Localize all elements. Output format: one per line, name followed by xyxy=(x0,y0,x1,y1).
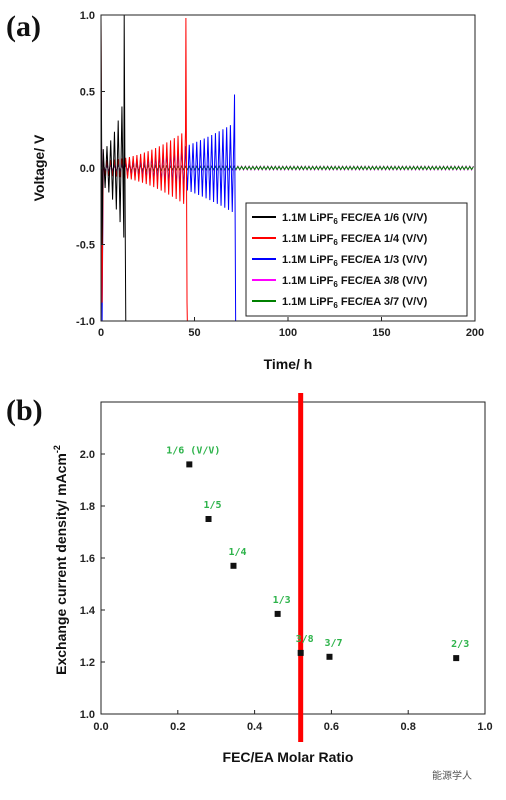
panel-a-y-tick-label: 0.0 xyxy=(80,163,95,175)
panel-a-x-tick-label: 0 xyxy=(98,327,104,339)
panel-b-points: 1/6 (V/V) 1/5 1/4 1/3 3/8 3/7 2/3 xyxy=(166,393,469,742)
panel-b-point-label: 3/7 xyxy=(324,638,342,649)
legend-name: FEC/EA 1/4 (V/V) xyxy=(338,233,428,245)
panel-b-y-axis-title-main: Exchange current density/ mAcm xyxy=(53,453,69,675)
panel-b-x-tick-label: 0.4 xyxy=(247,721,263,733)
panel-b-point-label: 1/4 xyxy=(228,547,246,558)
panel-b-y-tick-label: 2.0 xyxy=(80,449,95,461)
panel-b-label: (b) xyxy=(6,394,43,427)
panel-b-x-tick-label: 0.6 xyxy=(324,721,339,733)
panel-a-y-tick-label: 1.0 xyxy=(80,10,95,22)
legend-subscript: 6 xyxy=(333,259,338,268)
panel-b-x-axis-title: FEC/EA Molar Ratio xyxy=(223,749,354,765)
panel-a-y-tick-label: -0.5 xyxy=(76,240,95,252)
panel-b-x-tick-label: 0.2 xyxy=(170,721,185,733)
panel-b-y-tick-label: 1.6 xyxy=(80,553,95,565)
panel-a-x-axis-title: Time/ h xyxy=(264,356,313,372)
panel-b-data-point xyxy=(274,610,281,617)
legend-subscript: 6 xyxy=(333,238,338,247)
panel-b-scatter-chart: (b) Exchange current density/ mAcm-2 FEC… xyxy=(6,393,493,765)
panel-b-x-tick-label: 0.8 xyxy=(401,721,416,733)
panel-a-label: (a) xyxy=(6,10,41,43)
panel-a-series-line xyxy=(101,18,188,321)
panel-b-ticks: 0.0 0.2 0.4 0.6 0.8 1.0 1.0 1.2 1.4 1.6 1.8 2.0 xyxy=(80,449,493,733)
panel-a-voltage-chart: (a) Voltage/ V Time/ h 0 50 100 150 200 -1.0 -… xyxy=(6,10,484,372)
panel-b-y-tick-label: 1.8 xyxy=(80,501,95,513)
panel-a-series-group xyxy=(101,15,474,321)
panel-a-legend-entry: 1.1M LiPF6 FEC/EA 1/3 (V/V) xyxy=(282,254,428,268)
panel-b-point-label: 1/5 xyxy=(203,500,221,511)
panel-b-y-tick-label: 1.4 xyxy=(80,605,96,617)
panel-b-y-axis-title: Exchange current density/ mAcm-2 xyxy=(52,445,69,675)
panel-b-y-tick-label: 1.2 xyxy=(80,657,95,669)
panel-a-x-tick-label: 50 xyxy=(188,327,200,339)
watermark: 能源学人 xyxy=(432,769,472,782)
legend-subscript: 6 xyxy=(333,217,338,226)
panel-a-y-axis-title: Voltage/ V xyxy=(31,134,47,201)
legend-prefix: 1.1M LiPF xyxy=(282,233,334,245)
panel-a-legend-entry: 1.1M LiPF6 FEC/EA 3/7 (V/V) xyxy=(282,296,428,310)
panel-b-point-label: 3/8 xyxy=(296,634,314,645)
panel-a-series-line xyxy=(101,106,474,207)
legend-prefix: 1.1M LiPF xyxy=(282,275,334,287)
panel-b-data-point xyxy=(205,516,212,522)
panel-a-ticks: 0 50 100 150 200 -1.0 -0.5 0.0 0.5 1.0 xyxy=(76,10,484,339)
panel-b-y-tick-label: 1.0 xyxy=(80,709,95,721)
panel-a-x-tick-label: 150 xyxy=(372,327,390,339)
legend-name: FEC/EA 3/7 (V/V) xyxy=(338,296,428,308)
panel-a-x-tick-label: 200 xyxy=(466,327,484,339)
panel-a-legend-box xyxy=(245,202,468,317)
legend-prefix: 1.1M LiPF xyxy=(282,296,334,308)
panel-b-data-point xyxy=(326,653,333,660)
panel-b-point-label: 1/3 xyxy=(273,595,291,606)
panel-a-x-tick-label: 100 xyxy=(279,327,297,339)
panel-b-data-point xyxy=(453,655,460,662)
legend-prefix: 1.1M LiPF xyxy=(282,254,334,266)
panel-a-legend-entry: 1.1M LiPF6 FEC/EA 1/6 (V/V) xyxy=(282,212,428,226)
panel-a-legend: 1.1M LiPF6 FEC/EA 1/6 (V/V)1.1M LiPF6 FE… xyxy=(245,202,468,317)
panel-b-data-point xyxy=(297,649,304,656)
legend-prefix: 1.1M LiPF xyxy=(282,212,334,224)
panel-b-point-label: 1/6 (V/V) xyxy=(166,445,220,456)
panel-a-legend-entry: 1.1M LiPF6 FEC/EA 3/8 (V/V) xyxy=(282,275,428,289)
panel-b-point-label: 2/3 xyxy=(451,639,469,650)
panel-b-plot-frame xyxy=(100,401,486,715)
panel-b-x-tick-label: 1.0 xyxy=(477,721,492,733)
legend-name: FEC/EA 1/3 (V/V) xyxy=(338,254,428,266)
panel-b-data-point xyxy=(230,562,237,569)
panel-a-legend-entry: 1.1M LiPF6 FEC/EA 1/4 (V/V) xyxy=(282,233,428,247)
legend-subscript: 6 xyxy=(333,280,338,289)
legend-subscript: 6 xyxy=(333,301,338,310)
legend-name: FEC/EA 1/6 (V/V) xyxy=(338,212,428,224)
panel-a-series-line xyxy=(101,15,127,321)
panel-b-data-point xyxy=(186,461,193,468)
legend-name: FEC/EA 3/8 (V/V) xyxy=(338,275,428,287)
panel-a-y-tick-label: 0.5 xyxy=(80,87,95,99)
panel-b-y-axis-title-superscript: -2 xyxy=(52,445,62,453)
panel-b-x-tick-label: 0.0 xyxy=(93,721,108,733)
panel-a-y-tick-label: -1.0 xyxy=(76,316,95,328)
